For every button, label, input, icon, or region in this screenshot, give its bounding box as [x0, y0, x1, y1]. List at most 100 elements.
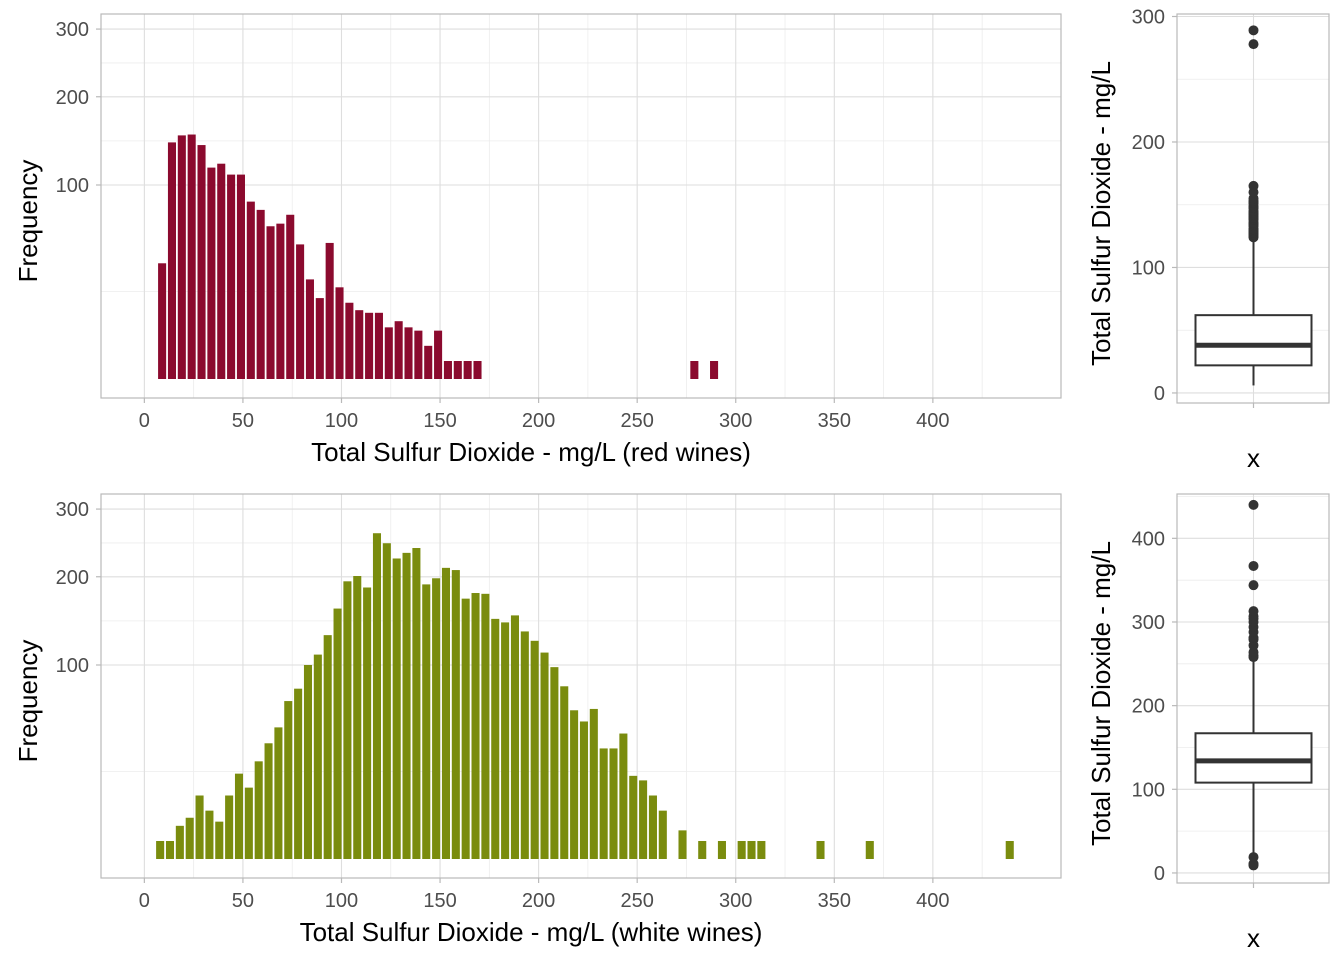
outlier-point	[1248, 499, 1259, 510]
x-tick-label: 200	[522, 890, 555, 912]
y-tick-label: 300	[1132, 612, 1165, 634]
histogram-bar	[175, 825, 184, 859]
histogram-bar	[491, 618, 500, 859]
y-tick-label: 300	[56, 19, 89, 41]
x-axis-title: Total Sulfur Dioxide - mg/L (white wines…	[300, 917, 763, 947]
histogram-bar	[274, 727, 283, 859]
histogram-bar	[550, 667, 559, 859]
histogram-bar	[747, 841, 756, 859]
histogram-bar	[323, 635, 332, 859]
white-wine-histogram: 0 50 100 150 200 250 300 350 400 100 200 300 Total S…	[13, 493, 1062, 947]
histogram-bar	[510, 615, 519, 859]
x-tick-label: 0	[139, 890, 150, 912]
histogram-bar	[560, 686, 569, 859]
histogram-bar	[432, 578, 441, 859]
x-tick-label: 400	[916, 410, 949, 432]
histogram-bar	[333, 608, 342, 859]
interquartile-box	[1194, 314, 1313, 367]
y-axis-title: Total Sulfur Dioxide - mg/L	[1086, 541, 1116, 846]
x-tick-label: 50	[232, 410, 254, 432]
x-tick-label: 200	[522, 410, 555, 432]
histogram-bar	[865, 841, 874, 859]
histogram-bar	[355, 310, 364, 379]
y-tick-label: 0	[1154, 863, 1165, 885]
histogram-bar	[481, 593, 490, 859]
red-wine-boxplot: 0 100 200 300 x Total Sulfur Dioxide - mg/L	[1086, 7, 1330, 473]
y-tick-label: 200	[56, 567, 89, 589]
histogram-bar	[473, 361, 482, 379]
histogram-bar	[363, 587, 372, 859]
histogram-bar	[441, 567, 450, 859]
y-axis-title: Frequency	[13, 160, 43, 283]
histogram-bar	[353, 576, 362, 859]
histogram-bar	[335, 287, 344, 379]
x-tick-label: 100	[325, 890, 358, 912]
x-tick-label: 300	[719, 410, 752, 432]
histogram-bar	[579, 721, 588, 859]
histogram-bar	[266, 226, 275, 379]
histogram-bar	[256, 209, 265, 379]
histogram-bar	[384, 327, 393, 379]
x-tick-label: 400	[916, 890, 949, 912]
histogram-bar	[165, 841, 175, 859]
y-tick-label: 400	[1132, 528, 1165, 550]
histogram-bar	[276, 223, 285, 379]
x-axis-title: x	[1247, 443, 1260, 473]
histogram-bar	[451, 570, 460, 859]
x-tick-label: 150	[423, 890, 456, 912]
histogram-bar	[227, 174, 236, 379]
histogram-bar	[530, 640, 539, 859]
histogram-bar	[717, 841, 726, 859]
histogram-bar	[343, 581, 352, 859]
histogram-bar	[609, 748, 618, 859]
y-tick-label: 100	[56, 655, 89, 677]
x-tick-label: 350	[818, 890, 851, 912]
histogram-bar	[443, 361, 452, 379]
y-axis-title: Frequency	[13, 640, 43, 763]
y-axis-title: Total Sulfur Dioxide - mg/L	[1086, 61, 1116, 366]
x-tick-label: 250	[620, 890, 653, 912]
histogram-bar	[246, 201, 255, 379]
outlier-point	[1248, 560, 1259, 571]
histogram-bar	[197, 145, 206, 379]
histogram-bar	[461, 598, 470, 859]
histogram-bar	[412, 548, 421, 859]
histogram-bar	[570, 710, 579, 859]
histogram-bar	[217, 163, 226, 379]
histogram-bar	[737, 841, 746, 859]
histogram-bar	[365, 312, 374, 379]
y-tick-label: 300	[56, 499, 89, 521]
x-tick-label: 0	[139, 410, 150, 432]
histogram-bar	[599, 748, 608, 859]
histogram-bar	[1005, 841, 1014, 859]
x-tick-label: 50	[232, 890, 254, 912]
histogram-bar	[185, 817, 194, 859]
histogram-bar	[207, 167, 216, 379]
panel-border	[100, 493, 1062, 879]
outlier-point	[1248, 25, 1259, 36]
y-tick-label: 200	[1132, 132, 1165, 154]
histogram-bar	[374, 312, 383, 379]
y-tick-label: 100	[56, 175, 89, 197]
histogram-bar	[236, 174, 245, 379]
histogram-bar	[187, 134, 196, 379]
histogram-bar	[757, 841, 766, 859]
histogram-bar	[156, 841, 165, 859]
white-wine-boxplot: 0 100 200 300 400 x Total Sulfur Dioxide - mg/…	[1086, 493, 1330, 953]
histogram-bar	[589, 708, 598, 859]
histogram-bar	[177, 135, 186, 379]
histogram-bar	[619, 733, 628, 859]
y-tick-label: 100	[1132, 257, 1165, 279]
histogram-bar	[424, 345, 433, 379]
histogram-bar	[195, 795, 204, 859]
x-axis-title: x	[1247, 923, 1260, 953]
histogram-bar	[294, 688, 303, 859]
histogram-bar	[234, 773, 244, 859]
outlier-point	[1248, 852, 1259, 863]
outlier-point	[1248, 39, 1259, 50]
histogram-bar	[648, 795, 657, 859]
histogram-bar	[698, 841, 707, 859]
panel-border	[1176, 493, 1330, 884]
y-tick-label: 300	[1132, 7, 1165, 29]
histogram-bar	[158, 263, 167, 379]
